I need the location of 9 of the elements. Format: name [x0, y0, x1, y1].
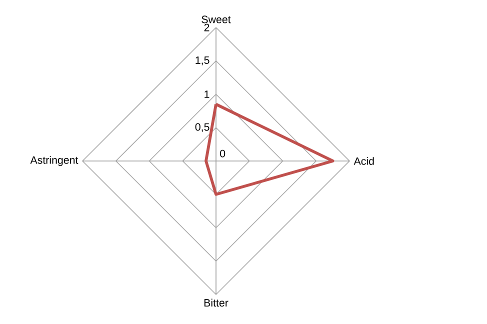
spoke-label: Acid — [354, 157, 374, 165]
y-tick-label: 1,5 — [196, 56, 210, 66]
y-tick-label: 0 — [220, 150, 226, 158]
spoke-label: Sweet — [202, 16, 231, 24]
spoke-label: Bitter — [204, 298, 228, 307]
y-tick-label: 1 — [204, 90, 210, 98]
spoke-label: Astringent — [30, 156, 78, 166]
y-tick-label: 0,5 — [195, 123, 210, 132]
y-tick-label: 2 — [204, 24, 210, 32]
